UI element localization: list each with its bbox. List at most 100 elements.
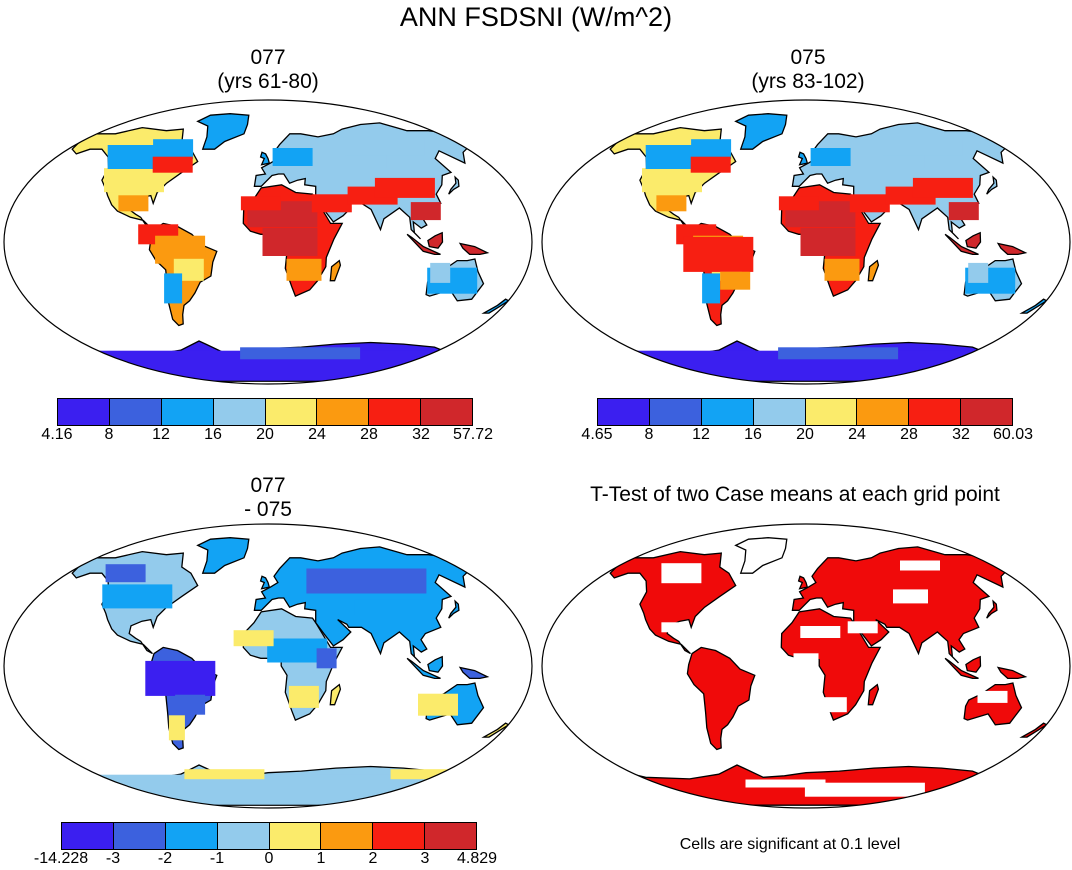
field-patch — [107, 145, 158, 169]
field-patch — [390, 769, 451, 780]
colorbar-box — [753, 399, 806, 425]
land-greenland — [196, 537, 250, 574]
colorbar-box — [805, 399, 858, 425]
field-patch — [430, 262, 451, 283]
colorbar-box — [369, 399, 422, 425]
land-britain — [259, 151, 271, 166]
field-patch — [793, 653, 819, 664]
colorbar-box — [909, 399, 962, 425]
panel-title-top-left-line2: (yrs 61-80) — [217, 70, 319, 93]
field-patch — [344, 137, 425, 156]
land-new-guinea — [996, 242, 1028, 256]
land-indonesia — [406, 233, 441, 256]
field-patch — [164, 273, 183, 304]
land-greenland — [196, 113, 250, 150]
field-patch — [977, 690, 1008, 703]
field-patch — [900, 560, 940, 571]
field-patch — [656, 195, 687, 212]
colorbar-box — [421, 399, 472, 425]
map-border — [3, 99, 533, 385]
land-borneo — [427, 231, 444, 249]
colorbar-tick-label: 57.72 — [452, 426, 494, 443]
colorbar-box — [265, 399, 318, 425]
field-patch — [645, 145, 696, 169]
colorbar-tick-label: 16 — [744, 426, 762, 443]
map-top-right — [541, 99, 1071, 385]
colorbar-box — [62, 823, 114, 849]
colorbar-tick-label: 32 — [412, 426, 430, 443]
field-patch — [778, 196, 819, 211]
field-patch — [847, 621, 878, 634]
field-patch — [691, 139, 732, 160]
field-patch — [690, 156, 731, 173]
land-britain — [259, 575, 271, 590]
field-patch — [286, 258, 322, 281]
field-patch — [118, 195, 149, 212]
field-patch — [745, 779, 826, 788]
colorbar-tick-label: 8 — [104, 426, 114, 443]
land-new-guinea — [458, 666, 490, 680]
land-south-america — [686, 646, 756, 751]
field-patch — [912, 177, 973, 198]
land-new-guinea — [996, 666, 1028, 680]
land-britain — [797, 575, 809, 590]
colorbar-tick-label: 4.65 — [581, 426, 613, 443]
colorbar-tick-label: 0 — [264, 850, 274, 867]
colorbar-box — [161, 399, 214, 425]
colorbar-box — [857, 399, 910, 425]
colorbar-tick-label: -1 — [209, 850, 225, 867]
field-patch — [145, 660, 216, 696]
map-top-left — [3, 99, 533, 385]
colorbar-box — [425, 823, 476, 849]
map-bottom-right — [541, 523, 1071, 809]
map-border — [541, 99, 1071, 385]
field-patch — [168, 715, 185, 741]
colorbar-tick-label: 2 — [368, 850, 378, 867]
colorbar-box — [269, 823, 322, 849]
colorbar-tick-label: 4.829 — [456, 850, 498, 867]
field-patch — [661, 563, 702, 584]
field-patch — [893, 589, 928, 604]
land-borneo — [965, 655, 982, 673]
colorbar-box — [58, 399, 110, 425]
colorbar-tick-label: 24 — [848, 426, 866, 443]
figure-title: ANN FSDSNI (W/m^2) — [399, 2, 673, 32]
field-patch — [153, 139, 194, 160]
field-patch — [821, 697, 847, 713]
colorbar-tick-label: 32 — [952, 426, 970, 443]
land-japan — [986, 599, 998, 619]
field-patch — [683, 236, 754, 272]
field-patch — [175, 694, 206, 715]
colorbar-box — [217, 823, 270, 849]
colorbar-box — [109, 399, 162, 425]
land-indonesia — [406, 657, 441, 680]
field-patch — [968, 262, 989, 283]
field-patch — [316, 648, 337, 669]
colorbar-tick-label: -3 — [105, 850, 121, 867]
map-border — [3, 523, 533, 809]
colorbar-tick-label: -2 — [157, 850, 173, 867]
field-patch — [240, 196, 281, 211]
panel-title-top-left-line1: 077 — [250, 46, 286, 69]
colorbar-tick-label: -14.228 — [33, 850, 89, 867]
land-madagascar — [867, 683, 880, 706]
field-patch — [240, 347, 361, 360]
land-indonesia — [944, 233, 979, 256]
colorbar-box — [213, 399, 266, 425]
colorbar-tick-label: 24 — [308, 426, 326, 443]
field-patch — [152, 156, 193, 173]
field-patch — [800, 228, 856, 256]
panel-title-top-left: 077 (yrs 61-80) — [148, 46, 388, 94]
colorbar-box — [113, 823, 166, 849]
colorbar-top-left-boxes — [57, 398, 473, 426]
significance-note: Cells are significant at 0.1 level — [679, 836, 901, 853]
colorbar-box — [598, 399, 650, 425]
field-patch — [418, 693, 458, 716]
field-patch — [262, 228, 318, 256]
field-patch — [804, 782, 925, 797]
land-madagascar — [867, 259, 880, 282]
field-patch — [720, 271, 751, 290]
panel-title-bottom-left: 077 - 075 — [148, 474, 388, 522]
colorbar-box — [701, 399, 754, 425]
land-madagascar — [329, 683, 342, 706]
